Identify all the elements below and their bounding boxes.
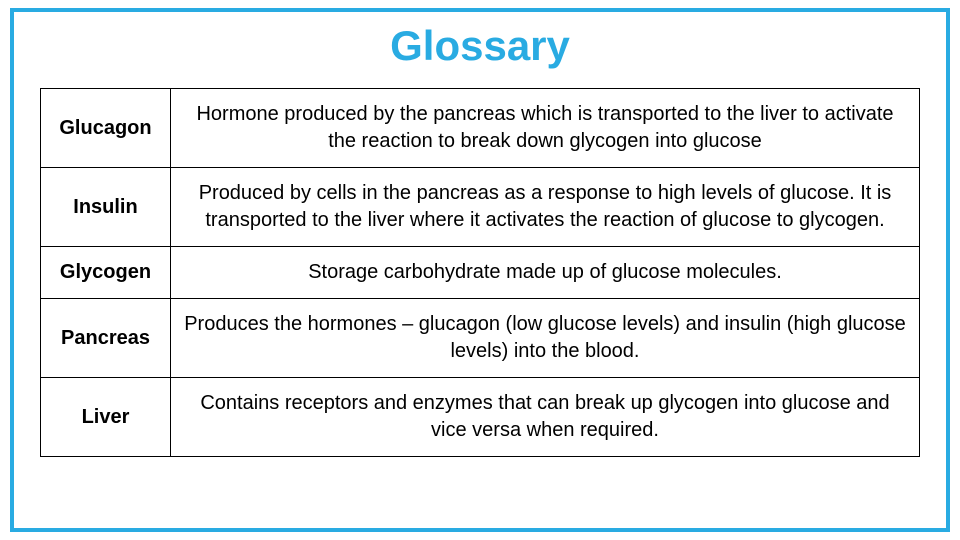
glossary-tbody: Glucagon Hormone produced by the pancrea… xyxy=(41,89,920,457)
term-cell: Liver xyxy=(41,378,171,457)
term-cell: Glycogen xyxy=(41,247,171,299)
definition-cell: Produces the hormones – glucagon (low gl… xyxy=(171,299,920,378)
page-frame: Glossary Glucagon Hormone produced by th… xyxy=(10,8,950,532)
table-row: Insulin Produced by cells in the pancrea… xyxy=(41,168,920,247)
definition-cell: Produced by cells in the pancreas as a r… xyxy=(171,168,920,247)
glossary-table: Glucagon Hormone produced by the pancrea… xyxy=(40,88,920,457)
definition-cell: Storage carbohydrate made up of glucose … xyxy=(171,247,920,299)
table-row: Glycogen Storage carbohydrate made up of… xyxy=(41,247,920,299)
definition-cell: Contains receptors and enzymes that can … xyxy=(171,378,920,457)
term-cell: Insulin xyxy=(41,168,171,247)
table-row: Liver Contains receptors and enzymes tha… xyxy=(41,378,920,457)
table-row: Glucagon Hormone produced by the pancrea… xyxy=(41,89,920,168)
table-row: Pancreas Produces the hormones – glucago… xyxy=(41,299,920,378)
definition-cell: Hormone produced by the pancreas which i… xyxy=(171,89,920,168)
term-cell: Pancreas xyxy=(41,299,171,378)
term-cell: Glucagon xyxy=(41,89,171,168)
page-title: Glossary xyxy=(14,22,946,70)
